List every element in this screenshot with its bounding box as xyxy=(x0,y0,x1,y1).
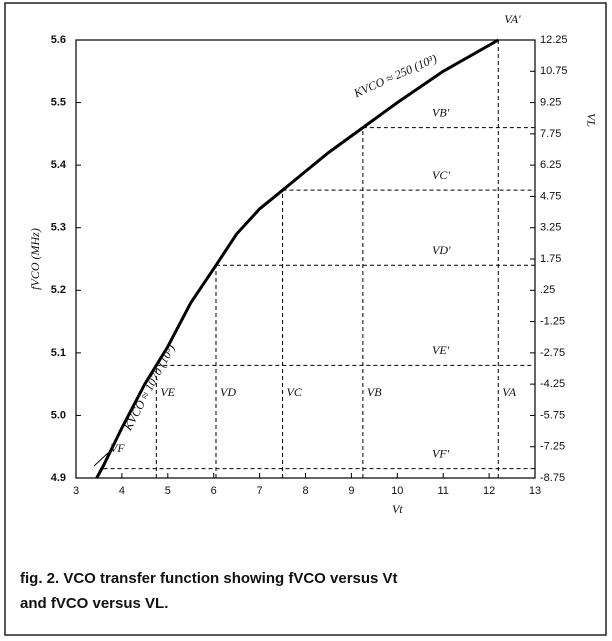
x-tick-label: 8 xyxy=(302,485,308,497)
x-tick-label: 11 xyxy=(437,485,448,497)
y2-tick-label: -1.25 xyxy=(540,315,565,327)
vertical-ref-label: VB xyxy=(367,385,382,399)
y2-tick-label: 10.75 xyxy=(540,65,568,77)
horizontal-ref-label: VA' xyxy=(504,12,521,26)
curve xyxy=(95,38,500,479)
plot-frame xyxy=(75,39,536,479)
y2-tick-label: 6.25 xyxy=(540,159,561,171)
x-axis-label: Vt xyxy=(392,502,403,516)
vertical-ref-label: VC xyxy=(287,385,303,399)
y-tick-label: 5.6 xyxy=(51,34,66,46)
y2-tick-label: -2.75 xyxy=(540,347,565,359)
y2-tick-label: -7.25 xyxy=(540,441,565,453)
y2-axis-label: VL xyxy=(584,113,598,127)
x-tick-label: 9 xyxy=(348,485,354,497)
annotation-arrow xyxy=(93,452,109,467)
horizontal-ref-label: VF' xyxy=(432,446,450,460)
vertical-ref-label: VD xyxy=(220,385,236,399)
caption: and fVCO versus VL. xyxy=(20,595,168,612)
x-tick-label: 5 xyxy=(165,485,171,497)
frame xyxy=(4,2,607,636)
y2-tick-label: .25 xyxy=(540,284,555,296)
y2-tick-label: -4.25 xyxy=(540,378,565,390)
x-tick-label: 3 xyxy=(73,485,79,497)
y2-tick-label: 3.25 xyxy=(540,222,561,234)
y2-tick-label: 12.25 xyxy=(540,34,568,46)
y-tick-label: 5.5 xyxy=(51,96,66,108)
y-tick-label: 5.3 xyxy=(51,222,66,234)
y-tick-label: 5.1 xyxy=(51,347,66,359)
x-tick-label: 12 xyxy=(483,485,495,497)
y2-tick-label: -5.75 xyxy=(540,409,565,421)
y-tick-label: 5.2 xyxy=(51,284,66,296)
y2-tick-label: -8.75 xyxy=(540,472,565,484)
x-tick-label: 4 xyxy=(119,485,125,497)
vertical-ref-label: VA xyxy=(502,385,516,399)
y2-tick-label: 9.25 xyxy=(540,96,561,108)
y-tick-label: 5.4 xyxy=(51,159,67,171)
x-tick-label: 7 xyxy=(257,485,263,497)
horizontal-ref-label: VD' xyxy=(432,243,451,257)
y2-tick-label: 7.75 xyxy=(540,128,561,140)
caption: fig. 2. VCO transfer function showing fV… xyxy=(20,570,398,587)
y-axis-label: fVCO (MHz) xyxy=(28,228,42,290)
x-tick-label: 13 xyxy=(529,485,541,497)
horizontal-ref-label: VE' xyxy=(432,343,450,357)
x-tick-label: 6 xyxy=(211,485,217,497)
horizontal-ref-label: VB' xyxy=(432,105,450,119)
vertical-ref-label: VE xyxy=(160,385,175,399)
annotation: KVCO ≈ 250 (10³) xyxy=(351,51,439,100)
y2-tick-label: 1.75 xyxy=(540,253,561,265)
x-tick-label: 10 xyxy=(391,485,403,497)
annotation: VF xyxy=(110,441,125,455)
y-tick-label: 4.9 xyxy=(51,472,66,484)
horizontal-ref-label: VC' xyxy=(432,168,450,182)
y-tick-label: 5.0 xyxy=(51,409,66,421)
y2-tick-label: 4.75 xyxy=(540,190,561,202)
